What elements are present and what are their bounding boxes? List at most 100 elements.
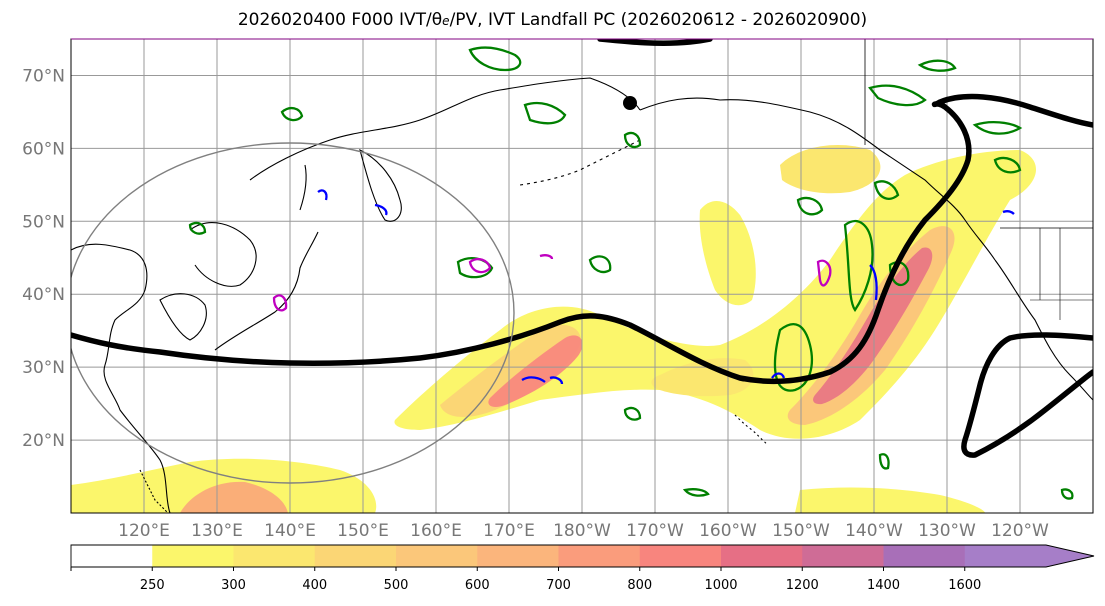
latitude-labels: 70°N 60°N 50°N 40°N 30°N 20°N [22,66,65,451]
coast-north-america [994,259,1093,401]
theta-e-contour [188,221,207,235]
theta-e-contour [972,121,1023,135]
lat-label: 30°N [22,358,65,378]
pv-contour-blue [317,189,328,201]
coast-philippines [139,469,169,513]
pv-contours [272,189,1015,385]
border-states [1030,228,1093,320]
theta-e-contour [523,101,567,125]
lat-label: 40°N [22,285,65,305]
black-contour-dot [623,96,637,110]
theta-e-contour [873,180,900,200]
lon-label: 150°E [337,521,389,541]
theta-e-contour [917,59,957,72]
ivt-core-tropics [180,481,288,513]
colorbar: 250 300 400 500 600 700 800 1000 1200 1400 1600 [70,544,1095,593]
coast-japan [214,231,319,351]
pv-contour-magenta [468,258,492,274]
colorbar-label: 1600 [948,578,981,593]
colorbar-segment [233,545,316,567]
lon-label: 150°W [772,521,830,541]
colorbar-label: 400 [302,578,327,593]
lon-label: 170°W [626,521,684,541]
ivt-plume-alaska [780,145,881,194]
landfall-contour [71,39,1093,458]
colorbar-label: 600 [465,578,490,593]
coast-hawaii [734,414,769,446]
lat-label: 60°N [22,139,65,159]
colorbar-segment [152,545,234,567]
colorbar-label: 700 [546,578,571,593]
black-contour-north [597,39,713,46]
colorbar-segment [477,545,559,567]
theta-e-contour [878,453,890,470]
theta-e-contour [588,255,612,274]
colorbar-segment [314,545,397,567]
theta-e-contour [1060,488,1074,500]
landfall-pc-circle [71,142,515,484]
colorbar-segment [802,545,884,567]
ivt-plume-west-inner [440,324,581,417]
colorbar-segment [639,545,722,567]
theta-e-contour [796,196,824,216]
colorbar-label: 1400 [867,578,900,593]
lon-label: 120°E [118,521,170,541]
theta-e-contour [993,156,1022,174]
longitude-labels: 120°E 130°E 140°E 150°E 160°E 170°E 180°W 170°W… [118,521,1049,541]
lon-label: 140°W [845,521,903,541]
pv-contour-magenta [816,259,832,287]
theta-e-contours [188,46,1074,500]
lat-label: 20°N [22,431,65,451]
map-plot-area [71,39,1093,513]
theta-e-contour [868,84,927,107]
title-prefix: 2026020400 F000 IVT/ [237,10,432,30]
pv-contour-blue [521,376,564,385]
pv-contour-blue [869,264,878,301]
lon-label: 170°E [483,521,535,541]
colorbar-segment [883,545,966,567]
title-theta-subscript: e [442,14,450,28]
colorbar-label: 300 [221,578,246,593]
colorbar-outline [70,544,1095,568]
colorbar-label: 250 [140,578,165,593]
title-theta: θ [431,10,443,30]
colorbar-label: 500 [384,578,409,593]
theta-e-contour [843,219,874,313]
title-suffix: /PV, IVT Landfall PC (2026020612 - 20260… [449,10,868,30]
pv-contour-magenta [272,294,288,312]
theta-e-contour [468,46,522,72]
pv-contour-magenta [539,254,554,260]
pv-contour-blue [1002,210,1015,215]
theta-e-contour [456,257,494,279]
lon-label: 130°W [918,521,976,541]
coast-sakhalin [299,164,307,211]
colorbar-label: 1200 [786,578,819,593]
lon-label: 180°W [553,521,611,541]
colorbar-extend-arrow [964,545,1094,567]
colorbar-segment [721,545,803,567]
lon-label: 130°E [191,521,243,541]
theta-e-contour [682,488,710,497]
colorbar-label: 800 [627,578,652,593]
lon-label: 160°E [410,521,462,541]
lat-lon-grid [71,39,1093,513]
lon-label: 160°W [699,521,757,541]
colorbar-segment [396,545,478,567]
coast-manchuria [189,222,257,287]
black-contour-east [961,332,1093,458]
black-contour-main [71,93,1093,385]
lat-label: 70°N [22,66,65,86]
theta-e-contour [623,131,642,149]
coast-alaska [639,97,996,261]
figure-title: 2026020400 F000 IVT/θe/PV, IVT Landfall … [0,10,1105,30]
coast-kamchatka [359,148,402,222]
colorbar-segment [558,545,641,567]
theta-e-contour [280,106,304,122]
ivt-core-west [488,335,583,408]
lat-label: 50°N [22,212,65,232]
colorbar-label: 1000 [704,578,737,593]
coast-korea [159,293,207,341]
lon-label: 140°E [264,521,316,541]
lon-label: 120°W [991,521,1049,541]
